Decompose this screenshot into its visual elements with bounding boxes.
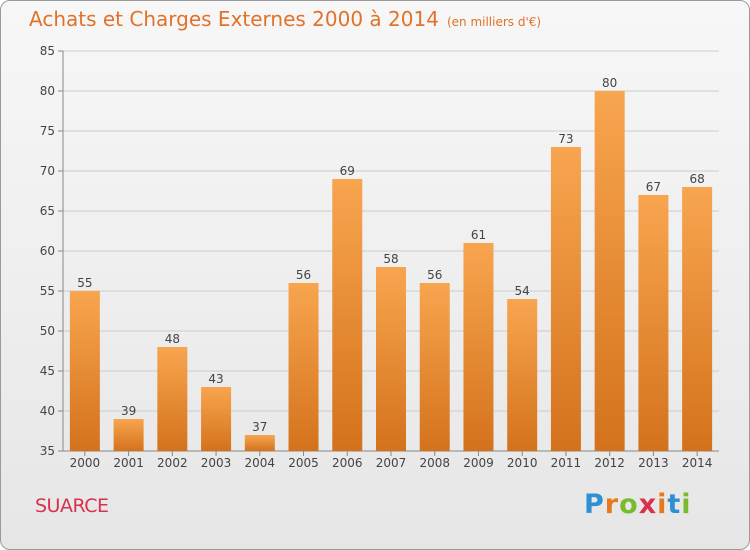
y-tick-label: 45 xyxy=(40,364,55,378)
data-label: 56 xyxy=(296,268,311,282)
x-tick-label: 2012 xyxy=(594,456,625,470)
x-tick-label: 2006 xyxy=(332,456,363,470)
bar xyxy=(638,195,669,451)
y-tick-label: 40 xyxy=(40,404,55,418)
bar xyxy=(550,147,581,451)
logo-letter: t xyxy=(667,489,682,520)
y-tick-label: 55 xyxy=(40,284,55,298)
data-label: 73 xyxy=(558,132,573,146)
proxiti-logo: Proxiti xyxy=(584,489,692,520)
bar xyxy=(244,435,275,451)
y-tick-label: 50 xyxy=(40,324,55,338)
x-tick-label: 2011 xyxy=(551,456,582,470)
logo-letter: P xyxy=(584,489,605,520)
data-label: 43 xyxy=(208,372,223,386)
bar xyxy=(69,291,100,451)
bar xyxy=(157,347,188,451)
y-tick-label: 35 xyxy=(40,444,55,458)
data-label: 61 xyxy=(471,228,486,242)
x-tick-label: 2009 xyxy=(463,456,494,470)
x-tick-label: 2010 xyxy=(507,456,538,470)
chart-subtitle: (en milliers d'€) xyxy=(446,15,542,29)
bar xyxy=(682,187,713,451)
y-tick-label: 70 xyxy=(40,164,55,178)
bar xyxy=(288,283,319,451)
x-tick-label: 2005 xyxy=(288,456,319,470)
bar xyxy=(201,387,232,451)
bar xyxy=(419,283,450,451)
x-tick-label: 2002 xyxy=(157,456,188,470)
x-tick-label: 2013 xyxy=(638,456,669,470)
bar xyxy=(507,299,538,451)
bar xyxy=(113,419,144,451)
y-tick-label: 85 xyxy=(40,44,55,58)
data-label: 55 xyxy=(77,276,92,290)
data-label: 68 xyxy=(689,172,704,186)
y-tick-label: 60 xyxy=(40,244,55,258)
data-label: 80 xyxy=(602,76,617,90)
data-label: 37 xyxy=(252,420,267,434)
x-tick-label: 2008 xyxy=(419,456,450,470)
logo-letter: i xyxy=(681,489,692,520)
y-tick-label: 75 xyxy=(40,124,55,138)
bars xyxy=(69,91,713,451)
bar xyxy=(376,267,406,451)
x-tick-label: 2001 xyxy=(113,456,144,470)
commune-name: SUARCE xyxy=(35,495,109,517)
logo-letter: o xyxy=(619,489,639,520)
data-label: 54 xyxy=(515,284,530,298)
bar xyxy=(463,243,494,451)
logo-letter: i xyxy=(657,489,668,520)
bar xyxy=(594,91,625,451)
data-label: 48 xyxy=(165,332,180,346)
data-label: 69 xyxy=(340,164,355,178)
x-tick-label: 2003 xyxy=(201,456,232,470)
y-tick-label: 65 xyxy=(40,204,55,218)
x-tick-label: 2014 xyxy=(682,456,713,470)
x-tick-label: 2000 xyxy=(70,456,101,470)
x-tick-label: 2004 xyxy=(245,456,276,470)
data-labels: 55 39 48 43 37 56 69 58 56 61 54 73 80 67 68 xyxy=(77,76,705,434)
data-label: 67 xyxy=(646,180,661,194)
data-label: 58 xyxy=(383,252,398,266)
logo-letter: x xyxy=(638,489,658,520)
data-label: 56 xyxy=(427,268,442,282)
chart-title: Achats et Charges Externes 2000 à 2014 (e… xyxy=(29,7,541,31)
chart-title-text: Achats et Charges Externes 2000 à 2014 xyxy=(29,7,439,31)
x-tick-label: 2007 xyxy=(376,456,407,470)
y-tick-label: 80 xyxy=(40,84,55,98)
logo-letter: r xyxy=(604,489,620,520)
bar xyxy=(332,179,363,451)
data-label: 39 xyxy=(121,404,136,418)
